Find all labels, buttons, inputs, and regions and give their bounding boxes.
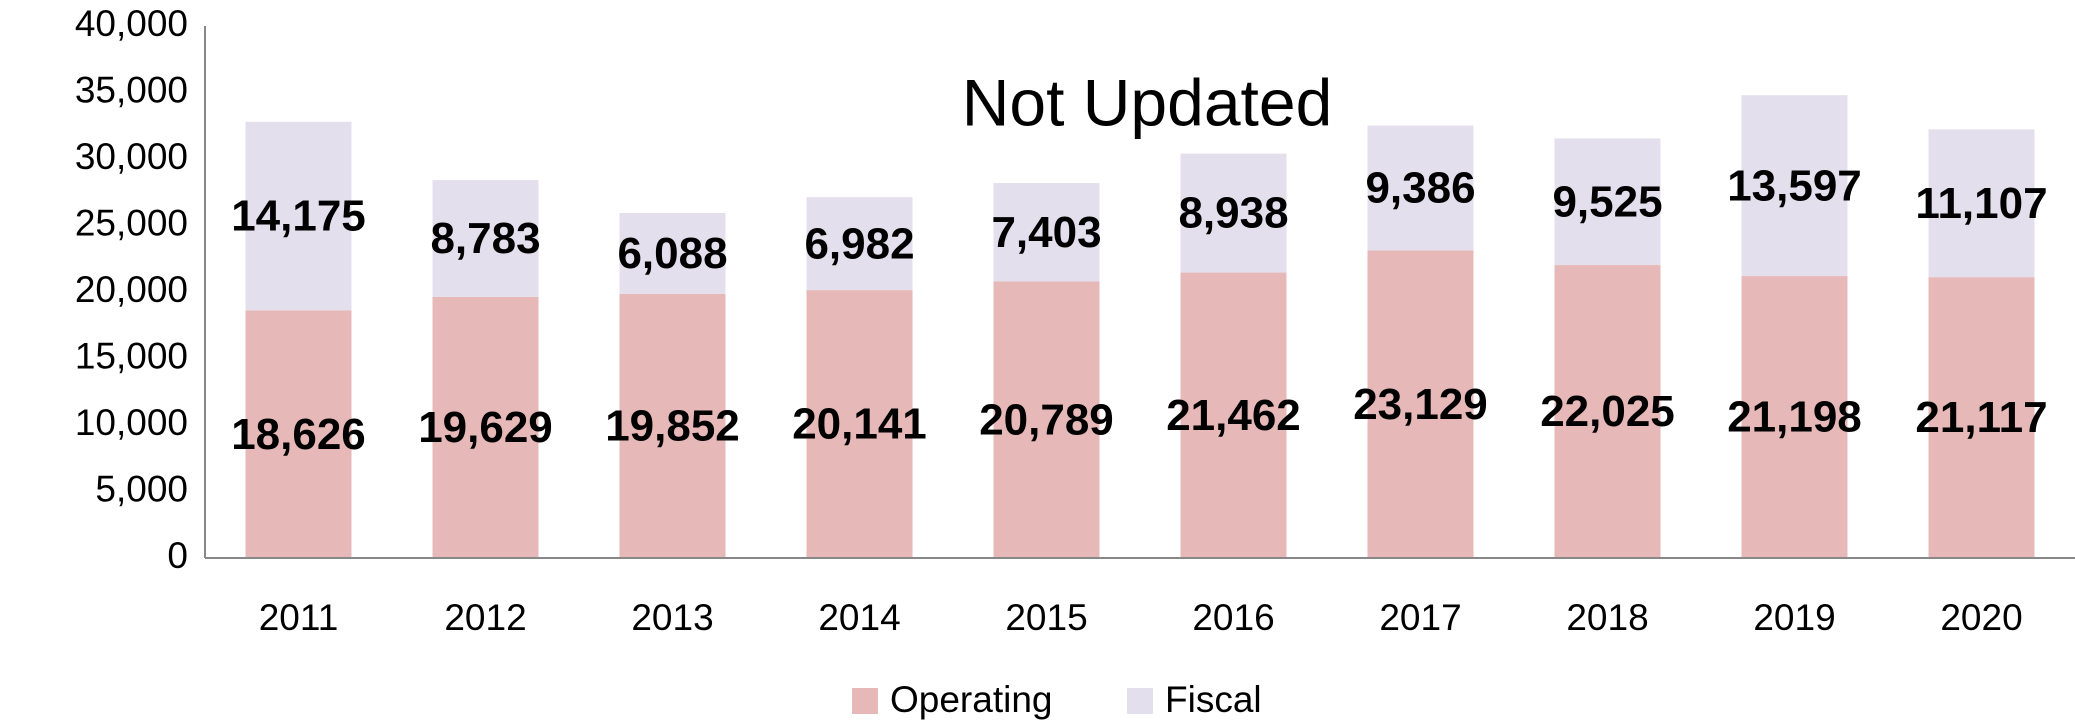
data-label: 7,403 — [991, 208, 1101, 257]
data-label: 13,597 — [1727, 161, 1862, 210]
legend-swatch — [852, 688, 878, 714]
data-label: 20,789 — [979, 395, 1114, 444]
legend-label: Fiscal — [1165, 679, 1262, 720]
bar-segment — [1928, 277, 2035, 558]
bar-segment — [432, 296, 539, 558]
data-label: 18,626 — [231, 410, 366, 459]
x-tick-label: 2011 — [259, 597, 339, 638]
data-label: 19,852 — [605, 402, 740, 451]
y-tick-label: 5,000 — [95, 468, 188, 509]
bar-segment — [432, 180, 539, 297]
x-tick-label: 2012 — [444, 597, 526, 638]
data-label: 21,198 — [1727, 393, 1862, 442]
bar-segment — [1741, 95, 1848, 277]
data-label: 6,982 — [804, 219, 914, 268]
bar-segment — [619, 212, 726, 294]
bar-segment — [1180, 153, 1287, 273]
bar-segment — [1367, 125, 1474, 251]
data-label: 14,175 — [231, 192, 366, 241]
x-tick-label: 2017 — [1379, 597, 1461, 638]
bar-segment — [993, 281, 1100, 558]
x-tick-label: 2014 — [818, 597, 900, 638]
bar-segment — [1554, 265, 1661, 558]
data-label: 9,386 — [1365, 164, 1475, 213]
bar-segment — [1554, 138, 1661, 266]
y-tick-label: 10,000 — [75, 402, 188, 443]
bar-segment — [1180, 272, 1287, 558]
data-label: 11,107 — [1915, 179, 2047, 228]
x-tick-label: 2016 — [1192, 597, 1274, 638]
x-tick-label: 2013 — [631, 597, 713, 638]
y-tick-label: 30,000 — [75, 136, 188, 177]
data-label: 8,783 — [430, 214, 540, 263]
bar-segment — [619, 293, 726, 558]
y-tick-label: 20,000 — [75, 269, 188, 310]
bar-segment — [806, 197, 913, 291]
bar-segment — [1741, 276, 1848, 558]
data-label: 22,025 — [1540, 387, 1675, 436]
y-tick-label: 15,000 — [75, 335, 188, 376]
bar-segment — [245, 121, 352, 311]
chart-title: Not Updated — [962, 65, 1333, 139]
legend-swatch — [1127, 688, 1153, 714]
legend-label: Operating — [890, 679, 1053, 720]
data-label: 21,117 — [1915, 393, 2047, 442]
x-tick-label: 2019 — [1753, 597, 1835, 638]
bar-segment — [245, 310, 352, 558]
data-label: 8,938 — [1178, 189, 1288, 238]
y-tick-label: 0 — [167, 535, 188, 576]
bar-segment — [993, 183, 1100, 282]
y-tick-label: 35,000 — [75, 69, 188, 110]
data-label: 6,088 — [617, 229, 727, 278]
x-tick-label: 2015 — [1005, 597, 1087, 638]
data-label: 9,525 — [1552, 177, 1662, 226]
bar-segment — [1367, 250, 1474, 559]
y-tick-label: 40,000 — [75, 3, 188, 44]
bar-segment — [1928, 129, 2035, 278]
y-tick-label: 25,000 — [75, 202, 188, 243]
data-label: 19,629 — [418, 403, 553, 452]
x-tick-label: 2018 — [1566, 597, 1648, 638]
data-label: 23,129 — [1353, 380, 1488, 429]
data-label: 21,462 — [1166, 391, 1301, 440]
data-label: 20,141 — [792, 400, 927, 449]
x-tick-label: 2020 — [1940, 597, 2022, 638]
bar-segment — [806, 290, 913, 558]
